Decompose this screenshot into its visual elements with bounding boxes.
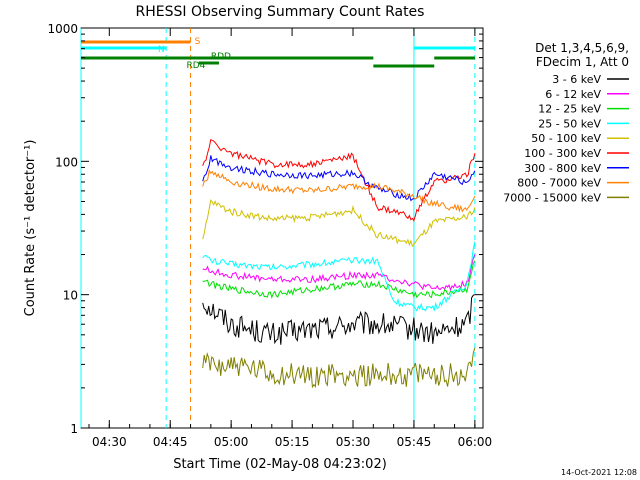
legend-label-12-25-kev: 12 - 25 keV <box>538 103 601 116</box>
flag-label-rd4: RD4 <box>186 61 205 71</box>
y-tick-label-1000: 1000 <box>47 22 78 36</box>
series-line-50-100-kev <box>202 199 476 248</box>
x-tick-label-04-45: 04:45 <box>153 435 188 449</box>
x-tick-label-05-45: 05:45 <box>397 435 432 449</box>
y-axis-label: Count Rate (s⁻¹ detector⁻¹) <box>23 140 38 317</box>
series-line-6-12-kev <box>202 254 476 292</box>
legend-label-800-7000-kev: 800 - 7000 keV <box>517 177 601 190</box>
x-axis-ticks: 04:30 04:45 05:00 05:15 05:30 05:45 06:00 <box>88 28 493 449</box>
y-tick-label-10: 10 <box>63 289 78 303</box>
series-line-800-7000-kev <box>202 169 476 213</box>
legend-label-6-12-kev: 6 - 12 keV <box>545 88 601 101</box>
series-line-3-6-kev <box>202 294 476 345</box>
legend-label-25-50-kev: 25 - 50 keV <box>538 117 601 130</box>
x-tick-label-05-30: 05:30 <box>336 435 371 449</box>
vertical-markers <box>80 28 476 428</box>
flag-label-n: N <box>158 45 165 55</box>
x-tick-label-06-00: 06:00 <box>458 435 493 449</box>
x-tick-label-05-15: 05:15 <box>275 435 310 449</box>
legend-label-100-300-kev: 100 - 300 keV <box>524 147 601 160</box>
legend-label-50-100-kev: 50 - 100 keV <box>531 132 601 145</box>
legend-label-3-6-kev: 3 - 6 keV <box>552 73 601 86</box>
flag-bars: S N RD4 RDD <box>81 37 475 71</box>
x-tick-label-04-30: 04:30 <box>92 435 127 449</box>
legend-label-300-800-kev: 300 - 800 keV <box>524 162 601 175</box>
legend-header-line-2: FDecim 1, Att 0 <box>536 55 629 69</box>
legend-label-7000-15000-kev: 7000 - 15000 keV <box>503 191 601 204</box>
y-axis-ticks: 1 10 100 1000 <box>47 22 483 436</box>
x-axis-label: Start Time (02-May-08 04:23:02) <box>173 457 387 472</box>
legend-header-line-1: Det 1,3,4,5,6,9, <box>535 41 629 55</box>
flag-label-rdd: RDD <box>211 52 231 62</box>
series-line-7000-15000-kev <box>202 347 476 389</box>
y-tick-label-1: 1 <box>70 422 78 436</box>
series-line-12-25-kev <box>202 260 476 299</box>
chart-title: RHESSI Observing Summary Count Rates <box>136 4 425 20</box>
series-line-25-50-kev <box>202 241 476 312</box>
series-line-300-800-kev <box>202 155 476 202</box>
y-tick-label-100: 100 <box>55 155 78 169</box>
series-line-100-300-kev <box>202 138 476 222</box>
x-tick-label-05-00: 05:00 <box>214 435 249 449</box>
timestamp: 14-Oct-2021 12:08 <box>561 468 637 477</box>
flag-label-s: S <box>195 37 201 47</box>
series-lines <box>202 138 476 389</box>
